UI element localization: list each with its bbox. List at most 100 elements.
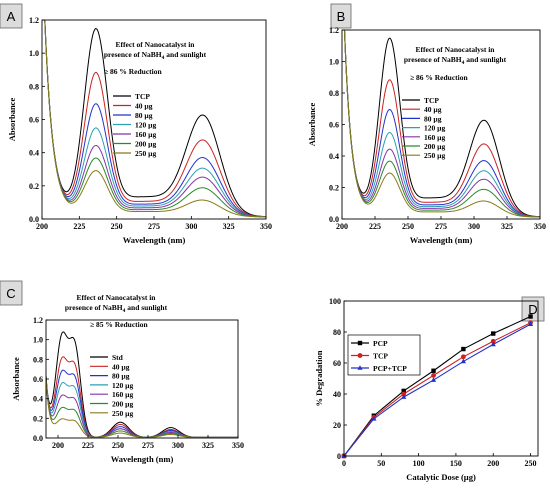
panel-c: C 200 225 250 275 300 325 350 0.0 0.2 0.4 0.6 0.8 1.…	[0, 280, 244, 464]
x-tick-label-b-0: 200	[336, 222, 348, 231]
x-axis-label-c: Wavelength (nm)	[111, 454, 174, 464]
y-tick-label-d-3: 60	[333, 359, 341, 368]
badge-c: C	[0, 280, 23, 306]
series-group-b	[343, 30, 540, 218]
series-group-a	[44, 20, 266, 218]
series-line-c-6	[46, 377, 238, 438]
x-tick-label-c-4: 300	[172, 441, 184, 450]
title-b-line2: presence of NaBH4 and sunlight	[404, 55, 507, 66]
x-axis-label-b: Wavelength (nm)	[410, 235, 473, 245]
legend-label-c-4: 160 µg	[112, 390, 133, 399]
badge-d-box	[521, 296, 545, 322]
legend-label-c-3: 120 µg	[112, 381, 133, 390]
data-point-d-0-3	[431, 368, 436, 373]
plot-area-d: 0 50 100 150 200 250 0 20 40 60 80 100 Catalytic Dos…	[314, 297, 539, 482]
data-point-d-0-2	[401, 388, 406, 394]
y-axis-label-b: Absorbance	[307, 103, 317, 147]
series-line-a-6	[44, 20, 266, 218]
title-c-line1: Effect of Nanocatalyst in	[77, 293, 157, 302]
legend-label-c-2: 80 µg	[112, 372, 130, 381]
series-line-c-1	[46, 356, 238, 438]
legend-label-a-6: 250 µg	[135, 149, 156, 158]
y-tick-label-c-5: 1.0	[33, 336, 43, 345]
annotation-a: ≥ 86 % Reduction	[104, 67, 162, 76]
legend-d: PCP TCP PCP+TCP	[347, 334, 421, 376]
badge-c-label: C	[6, 286, 15, 301]
data-point-d-0-4	[461, 346, 466, 352]
data-point-d-2-4	[460, 358, 466, 364]
axes-frame-d	[343, 300, 539, 457]
series-group-c	[46, 331, 238, 438]
y-tick-label-b-0: 0.0	[329, 215, 339, 224]
y-tick-label-c-6: 1.2	[33, 316, 43, 325]
series-line-a-4	[44, 20, 266, 218]
x-tick-label-a-6: 350	[260, 222, 272, 231]
y-tick-label-d-2: 40	[333, 390, 341, 399]
badge-d: D	[521, 296, 545, 322]
y-tick-label-a-5: 1.0	[29, 49, 39, 58]
legend-label-b-5: 200 µg	[424, 142, 445, 151]
x-tick-label-d-4: 200	[487, 459, 499, 468]
legend-label-d-1: TCP	[373, 352, 388, 361]
series-line-b-1	[344, 30, 540, 218]
y-tick-label-c-3: 0.6	[33, 375, 43, 384]
annotation-c: ≥ 85 % Reduction	[90, 320, 148, 329]
title-a-line1: Effect of Nanocatalyst in	[116, 40, 196, 49]
x-tick-label-d-1: 50	[377, 459, 385, 468]
y-tick-label-a-1: 0.2	[29, 182, 39, 191]
x-tick-label-d-2: 100	[413, 459, 425, 468]
series-line-b-2	[344, 30, 540, 218]
x-tick-label-c-1: 225	[82, 441, 94, 450]
legend-label-b-6: 250 µg	[424, 151, 445, 160]
data-point-d-1-5	[490, 338, 496, 344]
badge-d-label: D	[528, 302, 537, 317]
x-tick-label-a-1: 225	[73, 222, 85, 231]
title-c: Effect of Nanocatalyst in presence of Na…	[65, 293, 168, 329]
series-line-a-3	[44, 20, 266, 218]
y-tick-label-c-4: 0.8	[33, 355, 43, 364]
legend-label-c-6: 250 µg	[112, 409, 133, 418]
x-tick-label-a-3: 275	[148, 222, 160, 231]
title-b-line1: Effect of Nanocatalyst in	[416, 45, 496, 54]
series-line-c-3	[46, 376, 238, 438]
legend-label-c-5: 200 µg	[112, 400, 133, 409]
data-point-d-2-6	[527, 321, 534, 327]
y-tick-label-d-4: 80	[333, 328, 341, 337]
x-tick-label-c-0: 200	[52, 441, 64, 450]
data-point-d-2-3	[430, 377, 437, 382]
x-tick-label-c-2: 250	[112, 441, 124, 450]
x-tick-label-c-6: 350	[232, 441, 244, 450]
panel-b: B 200 225 250 275 300 325 350 0.0 0.2 0.4 0.6 0.8 1.…	[307, 3, 546, 245]
y-tick-label-c-1: 0.2	[33, 414, 43, 423]
data-point-d-2-1	[371, 416, 377, 421]
legend-label-b-4: 160 µg	[424, 133, 445, 142]
data-point-d-1-4	[460, 354, 466, 360]
legend-label-b-2: 80 µg	[424, 114, 442, 123]
y-tick-label-d-5: 100	[329, 297, 341, 306]
y-axis-label-c: Absorbance	[11, 357, 21, 401]
series-line-a-5	[44, 20, 266, 218]
badge-b: B	[330, 3, 352, 29]
series-line-b-4	[343, 30, 540, 218]
series-line-c-2	[46, 369, 238, 438]
legend-label-a-5: 200 µg	[135, 140, 156, 149]
legend-label-b-0: TCP	[424, 96, 439, 105]
title-a-line2: presence of NaBH4 and sunlight	[104, 50, 207, 61]
legend-label-a-1: 40 µg	[135, 102, 153, 111]
y-tick-label-a-4: 0.8	[29, 82, 39, 91]
legend-label-c-0: Std	[112, 353, 124, 362]
legend-label-c-1: 40 µg	[112, 362, 130, 371]
data-point-d-0-5	[491, 331, 496, 336]
x-tick-label-b-4: 300	[468, 222, 480, 231]
legend-label-d-0: PCP	[373, 339, 388, 348]
legend-label-a-4: 160 µg	[135, 130, 156, 139]
legend-label-b-3: 120 µg	[424, 124, 445, 133]
x-axis-label-d: Catalytic Dose (µg)	[406, 472, 476, 482]
y-tick-label-a-3: 0.6	[29, 116, 39, 125]
x-tick-label-c-5: 325	[202, 441, 214, 450]
badge-c-box	[0, 280, 23, 306]
badge-b-box	[330, 3, 352, 29]
y-tick-label-d-1: 20	[333, 421, 341, 430]
